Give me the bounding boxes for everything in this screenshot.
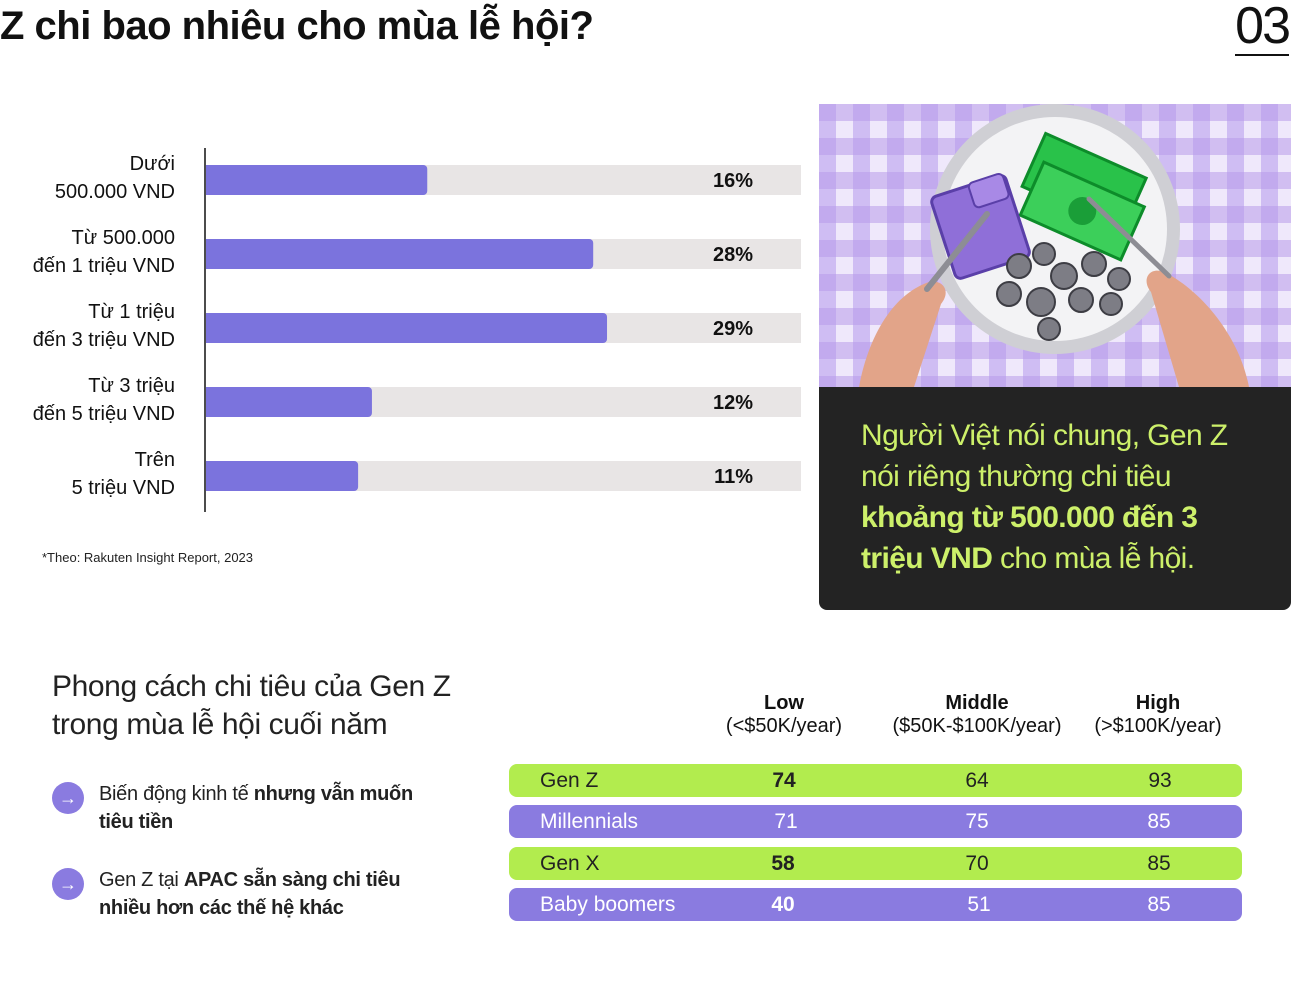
- category-label: 500.000 VND: [55, 181, 175, 203]
- arrow-right-icon: →: [52, 782, 84, 814]
- bar: [206, 461, 359, 491]
- category-label: Từ 500.000: [72, 227, 175, 249]
- table-cell: 75: [965, 810, 989, 833]
- table-row-gen-x: Gen X 58 70 85: [509, 847, 1242, 880]
- table-cell: 58: [771, 852, 795, 875]
- table-row-gen-z: Gen Z 74 64 93: [509, 764, 1242, 797]
- bar-value-label: 16%: [713, 170, 753, 192]
- callout-highlight: khoảng từ 500.000 đến 3 triệu VND: [861, 501, 1198, 575]
- row-label: Baby boomers: [540, 893, 676, 916]
- table-cell: 51: [967, 893, 991, 916]
- category-label: đến 1 triệu VND: [33, 255, 175, 277]
- bar: [206, 313, 608, 343]
- table-cell: 40: [771, 893, 795, 916]
- category-label: Dưới: [130, 153, 175, 175]
- table-cell: 85: [1147, 852, 1171, 875]
- bar-base: [206, 461, 214, 491]
- source-note: *Theo: Rakuten Insight Report, 2023: [42, 550, 254, 565]
- bar: [206, 387, 372, 417]
- category-label: 5 triệu VND: [72, 477, 175, 499]
- highlight-callout: Người Việt nói chung, Gen Z nói riêng th…: [819, 387, 1291, 610]
- key-point-2: → Gen Z tại APAC sẵn sàng chi tiêu nhiều…: [52, 866, 429, 922]
- row-label: Gen Z: [540, 769, 599, 792]
- category-label: Từ 1 triệu: [88, 301, 175, 323]
- row-label: Gen X: [540, 852, 600, 875]
- category-label: Từ 3 triệu: [88, 375, 175, 397]
- table-cell: 93: [1148, 769, 1172, 792]
- bar-value-label: 11%: [714, 466, 753, 488]
- column-header-middle: Middle ($50K-$100K/year): [892, 692, 1062, 737]
- bar-base: [206, 313, 214, 343]
- key-point-1: → Biến động kinh tế nhưng vẫn muốn tiêu …: [52, 780, 429, 836]
- category-label: Trên: [135, 449, 175, 471]
- category-label: đến 5 triệu VND: [33, 403, 175, 425]
- page-number: 03: [1235, 0, 1291, 56]
- table-cell: 70: [965, 852, 989, 875]
- bar: [206, 239, 594, 269]
- callout-text: Người Việt nói chung, Gen Z nói riêng th…: [861, 419, 1228, 575]
- key-point-text: Gen Z tại APAC sẵn sàng chi tiêu nhiều h…: [99, 869, 401, 919]
- table-cell: 85: [1147, 810, 1171, 833]
- bar-value-label: 29%: [713, 318, 753, 340]
- arrow-right-icon: →: [52, 868, 84, 900]
- key-point-text: Biến động kinh tế nhưng vẫn muốn tiêu ti…: [99, 783, 413, 833]
- plate-money-photo: [819, 104, 1291, 387]
- bar-value-label: 28%: [713, 244, 753, 266]
- table-row-millennials: Millennials 71 75 85: [509, 805, 1242, 838]
- page-title: Z chi bao nhiêu cho mùa lễ hội?: [0, 4, 594, 48]
- bar-base: [206, 239, 214, 269]
- section-subheading: Phong cách chi tiêu của Gen Z trong mùa …: [52, 670, 451, 741]
- table-row-baby-boomers: Baby boomers 40 51 85: [509, 888, 1242, 921]
- table-cell: 71: [774, 810, 798, 833]
- table-cell: 64: [965, 769, 989, 792]
- row-label: Millennials: [540, 810, 639, 833]
- column-header-high: High (>$100K/year): [1094, 692, 1222, 737]
- table-cell: 74: [772, 769, 796, 792]
- category-label: đến 3 triệu VND: [33, 329, 175, 351]
- column-header-low: Low (<$50K/year): [725, 692, 843, 737]
- bar: [206, 165, 428, 195]
- bar-value-label: 12%: [713, 392, 753, 414]
- bar-base: [206, 387, 214, 417]
- bar-base: [206, 165, 214, 195]
- spending-bar-chart: 16% Dưới 500.000 VND 28% Từ 500.000 đến 1 tri…: [33, 148, 801, 512]
- table-cell: 85: [1147, 893, 1171, 916]
